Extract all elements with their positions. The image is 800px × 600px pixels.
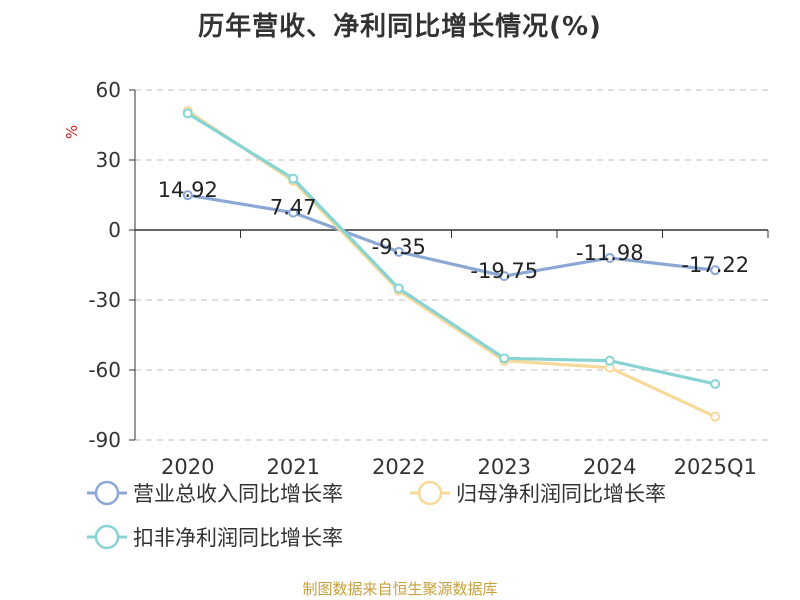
- data-point: [710, 379, 721, 389]
- x-tick-label: 2022: [372, 455, 425, 479]
- x-tick-label: 2024: [583, 455, 636, 479]
- data-label: -17.22: [681, 253, 749, 277]
- data-point: [604, 252, 615, 263]
- data-point: [499, 353, 510, 364]
- data-point: [393, 246, 404, 257]
- data-label: -19.75: [470, 259, 538, 283]
- series-line: [187, 193, 716, 278]
- y-tick-label: -30: [88, 288, 121, 312]
- data-point: [393, 283, 404, 294]
- source-note: 制图数据来自恒生聚源数据库: [302, 580, 498, 598]
- legend-label: 扣非净利润同比增长率: [133, 526, 343, 550]
- data-point: [288, 207, 299, 218]
- legend-marker: [94, 524, 120, 550]
- y-tick-label: 0: [108, 218, 121, 242]
- data-label: 7.47: [270, 196, 317, 220]
- x-tick-label: 2025Q1: [674, 455, 757, 479]
- legend-label: 营业总收入同比增长率: [133, 482, 343, 506]
- chart-title: 历年营收、净利同比增长情况(%): [198, 12, 602, 42]
- legend-label: 归母净利润同比增长率: [456, 482, 666, 506]
- data-point: [710, 411, 721, 422]
- data-point: [182, 108, 193, 119]
- data-label: -9.35: [372, 235, 426, 259]
- x-tick-label: 2021: [267, 455, 320, 479]
- data-point: [499, 271, 510, 282]
- y-axis-label: %: [63, 125, 81, 139]
- data-label: 14.92: [158, 178, 218, 202]
- legend-marker: [417, 480, 443, 506]
- data-label: -11.98: [576, 241, 644, 265]
- series-line: [186, 111, 716, 386]
- data-point: [182, 190, 193, 201]
- y-tick-label: 30: [96, 148, 121, 172]
- data-point: [288, 173, 299, 184]
- y-tick-label: -90: [88, 428, 121, 452]
- legend-marker: [94, 480, 120, 506]
- y-tick-label: -60: [88, 358, 121, 382]
- data-point: [710, 265, 721, 276]
- x-tick-label: 2023: [478, 455, 531, 479]
- x-tick-label: 2020: [161, 455, 214, 479]
- data-point: [604, 355, 615, 366]
- y-tick-label: 60: [96, 78, 121, 102]
